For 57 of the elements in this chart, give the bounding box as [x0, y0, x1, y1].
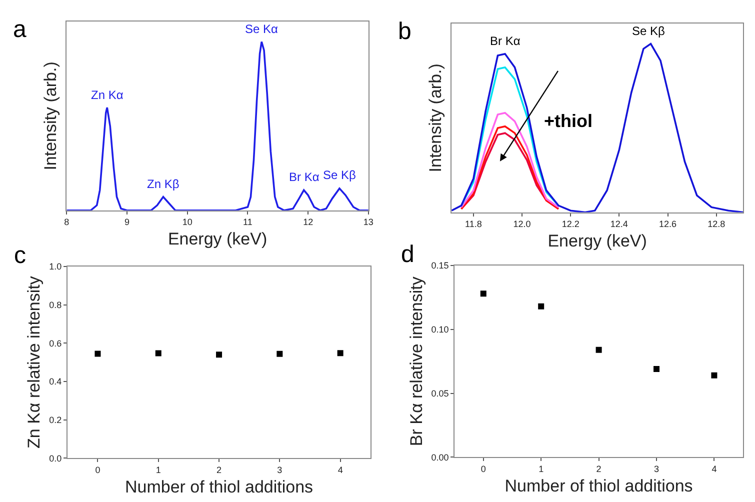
x-tick-label: 12.2: [562, 219, 580, 230]
y-tick-label: 1.0: [49, 262, 62, 272]
point: [654, 366, 660, 372]
x-tick-label: 13: [363, 217, 374, 228]
x-axis-title: Number of thiol additions: [125, 477, 314, 496]
x-tick-label: 3: [654, 464, 660, 474]
chart-title: c: [14, 242, 26, 269]
x-axis-title: Energy (keV): [548, 231, 647, 250]
annotation: Zn Kα: [91, 88, 124, 102]
y-tick-label: 0.05: [431, 388, 449, 398]
y-tick-label: 0.0: [49, 453, 62, 464]
point: [711, 372, 718, 378]
annotation: Se Kβ: [323, 168, 356, 182]
annotation: Se Kβ: [632, 24, 666, 38]
y-tick-label: 0.00: [431, 452, 449, 462]
y-axis-title: Zn Kα relative intensity: [24, 276, 44, 448]
x-tick-label: 2: [216, 464, 222, 475]
y-tick-label: 0.2: [49, 414, 62, 425]
y-axis-title: Br Kα relative intensity: [406, 276, 426, 446]
chart-title: b: [398, 18, 412, 45]
y-tick-label: 0.15: [431, 260, 449, 271]
x-tick-label: 11: [243, 217, 252, 228]
x-tick-label: 0: [95, 464, 100, 475]
y-axis-title: Intensity (arb.): [426, 64, 446, 172]
x-tick-label: 0: [480, 464, 486, 474]
annotation: +thiol: [544, 111, 592, 131]
x-tick-label: 12.0: [513, 219, 531, 230]
chart-title: d: [401, 241, 414, 268]
point: [596, 346, 602, 353]
chart-title: a: [13, 16, 27, 43]
x-tick-label: 4: [712, 464, 717, 474]
x-axis-title: Energy (keV): [168, 230, 268, 249]
x-tick-label: 3: [277, 464, 282, 475]
x-tick-label: 1: [538, 464, 544, 474]
x-tick-label: 2: [596, 464, 602, 474]
x-tick-label: 4: [338, 464, 343, 475]
annotation: Br Kα: [490, 34, 520, 48]
x-tick-label: 12: [303, 217, 314, 228]
x-tick-label: 1: [156, 464, 161, 475]
x-tick-label: 8: [64, 217, 70, 228]
point: [480, 290, 486, 297]
point: [538, 303, 544, 310]
annotation: Zn Kβ: [147, 177, 180, 191]
y-tick-label: 0.10: [431, 324, 449, 335]
y-tick-label: 0.6: [49, 338, 62, 348]
x-tick-label: 10: [182, 217, 192, 228]
x-tick-label: 12.8: [708, 219, 726, 230]
x-tick-label: 11.8: [465, 219, 482, 230]
x-tick-label: 12.6: [658, 219, 677, 230]
annotation: Se Kα: [245, 22, 278, 36]
y-axis-title: Intensity (arb.): [41, 62, 60, 170]
y-tick-label: 0.8: [49, 300, 62, 310]
annotation: Br Kα: [289, 170, 320, 184]
x-tick-label: 9: [124, 217, 130, 228]
x-axis-title: Number of thiol additions: [504, 476, 693, 496]
y-tick-label: 0.4: [49, 376, 62, 387]
x-tick-label: 12.4: [610, 219, 628, 230]
